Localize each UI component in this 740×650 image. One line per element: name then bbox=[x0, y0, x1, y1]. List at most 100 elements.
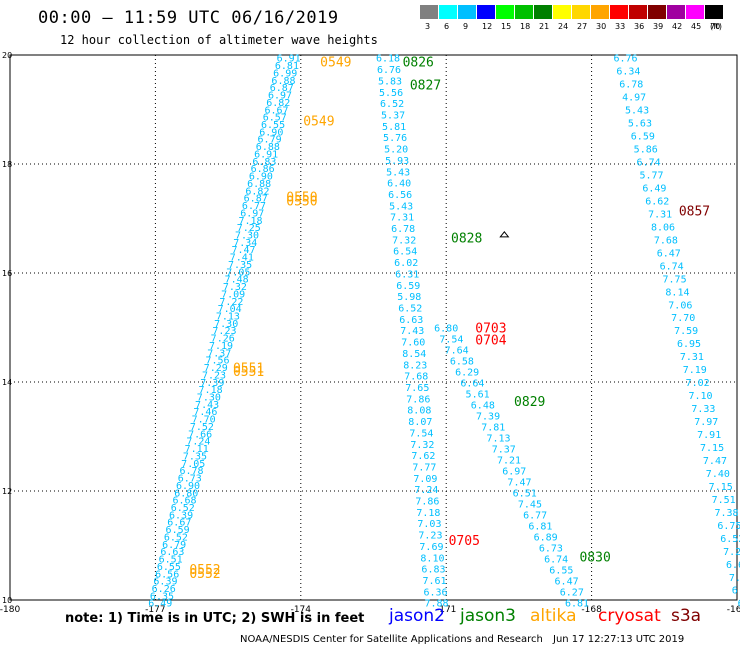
wave-height-value: 7.34 bbox=[233, 238, 257, 249]
satellite-track: 6.807.547.646.586.296.645.616.487.397.81… bbox=[434, 324, 589, 610]
wave-height-value: 6.52 bbox=[398, 304, 422, 315]
wave-height-value: 6.64 bbox=[460, 379, 484, 390]
wave-height-value: 6.52 bbox=[171, 503, 195, 514]
wave-height-value: 8.23 bbox=[403, 360, 427, 371]
wave-height-value: 6.48 bbox=[471, 401, 495, 412]
color-swatch-6 bbox=[439, 5, 457, 19]
wave-height-value: 6.83 bbox=[421, 565, 445, 576]
wave-height-value: 5.81 bbox=[382, 122, 406, 133]
wave-height-value: 6.81 bbox=[528, 522, 552, 533]
wave-height-value: 7.47 bbox=[703, 456, 727, 467]
credit-text: NOAA/NESDIS Center for Satellite Applica… bbox=[240, 634, 543, 645]
wave-height-value: 8.06 bbox=[651, 222, 675, 233]
wave-height-value: 7.37 bbox=[492, 445, 516, 456]
color-scale-tick: 18 bbox=[520, 22, 531, 31]
wave-height-value: 5.93 bbox=[385, 156, 409, 167]
wave-height-value: 7.05 bbox=[226, 267, 250, 278]
color-swatch-42 bbox=[667, 5, 685, 19]
color-scale-tick: 42 bbox=[672, 22, 683, 31]
wave-height-value: 6.86 bbox=[251, 164, 275, 175]
page-title: 00:00 – 11:59 UTC 06/16/2019 bbox=[38, 8, 339, 28]
color-swatch-18 bbox=[515, 5, 533, 19]
color-swatch-45 bbox=[686, 5, 704, 19]
color-scale-tick: 39 bbox=[653, 22, 664, 31]
wave-height-value: 6.77 bbox=[523, 511, 547, 522]
wave-height-value: 5.20 bbox=[384, 145, 408, 156]
pass-time-label: 0551 bbox=[233, 361, 264, 376]
satellite-track: 6.76 6.34 6.78 4.97 5.43 5.63 6.59 5.86 6.74 5.77… bbox=[613, 54, 740, 610]
wave-height-value: 7.09 bbox=[221, 289, 245, 300]
wave-height-value: 7.54 bbox=[439, 335, 463, 346]
color-swatch-24 bbox=[553, 5, 571, 19]
color-scale-tick: 70 bbox=[710, 22, 721, 31]
wave-height-value: 7.97 bbox=[694, 417, 718, 428]
wave-height-value: 6.47 bbox=[657, 248, 681, 259]
color-swatch-30 bbox=[591, 5, 609, 19]
wave-height-value: 6.52 bbox=[720, 534, 740, 545]
color-swatch-15 bbox=[496, 5, 514, 19]
wave-height-value: 6.26 bbox=[152, 584, 176, 595]
color-scale-tick: 15 bbox=[501, 22, 512, 31]
wave-height-value: 7.91 bbox=[697, 430, 721, 441]
wave-height-value: 7.05 bbox=[181, 459, 205, 470]
wave-height-value: 6.63 bbox=[399, 315, 423, 326]
wave-height-value: 6.56 bbox=[388, 190, 412, 201]
wave-height-value: 7.41 bbox=[230, 253, 254, 264]
wave-height-value: 7.25 bbox=[237, 223, 261, 234]
wave-height-value: 7.52 bbox=[190, 422, 214, 433]
wave-height-value: 6.02 bbox=[394, 258, 418, 269]
wave-height-value: 7.65 bbox=[405, 383, 429, 394]
wave-height-value: 7.13 bbox=[486, 434, 510, 445]
wave-height-value: 6.57 bbox=[732, 586, 740, 597]
pass-time-label: 0550 bbox=[286, 191, 317, 206]
wave-height-value: 7.22 bbox=[219, 297, 243, 308]
pass-time-label: 0857 bbox=[679, 204, 710, 219]
wave-height-value: 7.37 bbox=[207, 348, 231, 359]
satellite-track: 6.186.765.835.566.525.375.815.765.205.93… bbox=[376, 54, 449, 610]
color-scale-tick: 9 bbox=[463, 22, 469, 31]
wave-height-value: 6.68 bbox=[172, 496, 196, 507]
wave-height-value: 7.23 bbox=[212, 326, 236, 337]
wave-height-value: 6.95 bbox=[677, 339, 701, 350]
wave-height-value: 7.38 bbox=[714, 508, 738, 519]
wave-height-value: 6.55 bbox=[157, 562, 181, 573]
wave-height-value: 4.97 bbox=[622, 93, 646, 104]
wave-height-value: 6.99 bbox=[273, 68, 297, 79]
color-swatch-21 bbox=[534, 5, 552, 19]
wave-height-value: 6.56 bbox=[155, 569, 179, 580]
wave-height-value: 6.91 bbox=[277, 54, 301, 65]
wave-height-value: 7.35 bbox=[228, 260, 252, 271]
wave-height-value: 7.31 bbox=[680, 352, 704, 363]
color-scale-tick: 45 bbox=[691, 22, 702, 31]
wave-height-value: 6.74 bbox=[660, 261, 684, 272]
wave-height-value: 6.49 bbox=[642, 183, 666, 194]
wave-height-value: 7.77 bbox=[412, 462, 436, 473]
wave-height-value: 6.39 bbox=[153, 577, 177, 588]
wave-height-value: 7.18 bbox=[416, 508, 440, 519]
color-swatch-27 bbox=[572, 5, 590, 19]
map-frame bbox=[9, 54, 738, 601]
lon-tick-label: -174 bbox=[291, 605, 312, 615]
pass-time-label: 0827 bbox=[410, 78, 441, 93]
wave-height-value: 6.54 bbox=[393, 247, 417, 258]
wave-height-value: 6.90 bbox=[176, 481, 200, 492]
wave-height-value: 6.27 bbox=[560, 588, 584, 599]
wave-height-value: 7.11 bbox=[185, 444, 209, 455]
wave-height-value: 6.73 bbox=[178, 474, 202, 485]
pass-time-label: 0551 bbox=[233, 365, 264, 380]
wave-height-value: 7.24 bbox=[186, 437, 210, 448]
lon-tick-label: -177 bbox=[145, 605, 165, 615]
wave-height-value: 6.83 bbox=[252, 157, 276, 168]
wave-height-value: 7.19 bbox=[209, 341, 233, 352]
wave-height-value: 7.26 bbox=[211, 334, 235, 345]
wave-height-value: 6.18 bbox=[376, 54, 400, 65]
wave-height-value: 5.77 bbox=[639, 171, 663, 182]
wave-height-value: 7.81 bbox=[481, 423, 505, 434]
lon-tick-label: -168 bbox=[581, 605, 602, 615]
wave-height-value: 7.68 bbox=[654, 235, 678, 246]
wave-height-value: 6.59 bbox=[631, 132, 655, 143]
wave-height-value: 7.09 bbox=[413, 474, 437, 485]
wave-height-value: 7.69 bbox=[419, 542, 443, 553]
wave-height-value: 6.77 bbox=[242, 201, 266, 212]
lat-tick-label: 16 bbox=[2, 269, 12, 278]
